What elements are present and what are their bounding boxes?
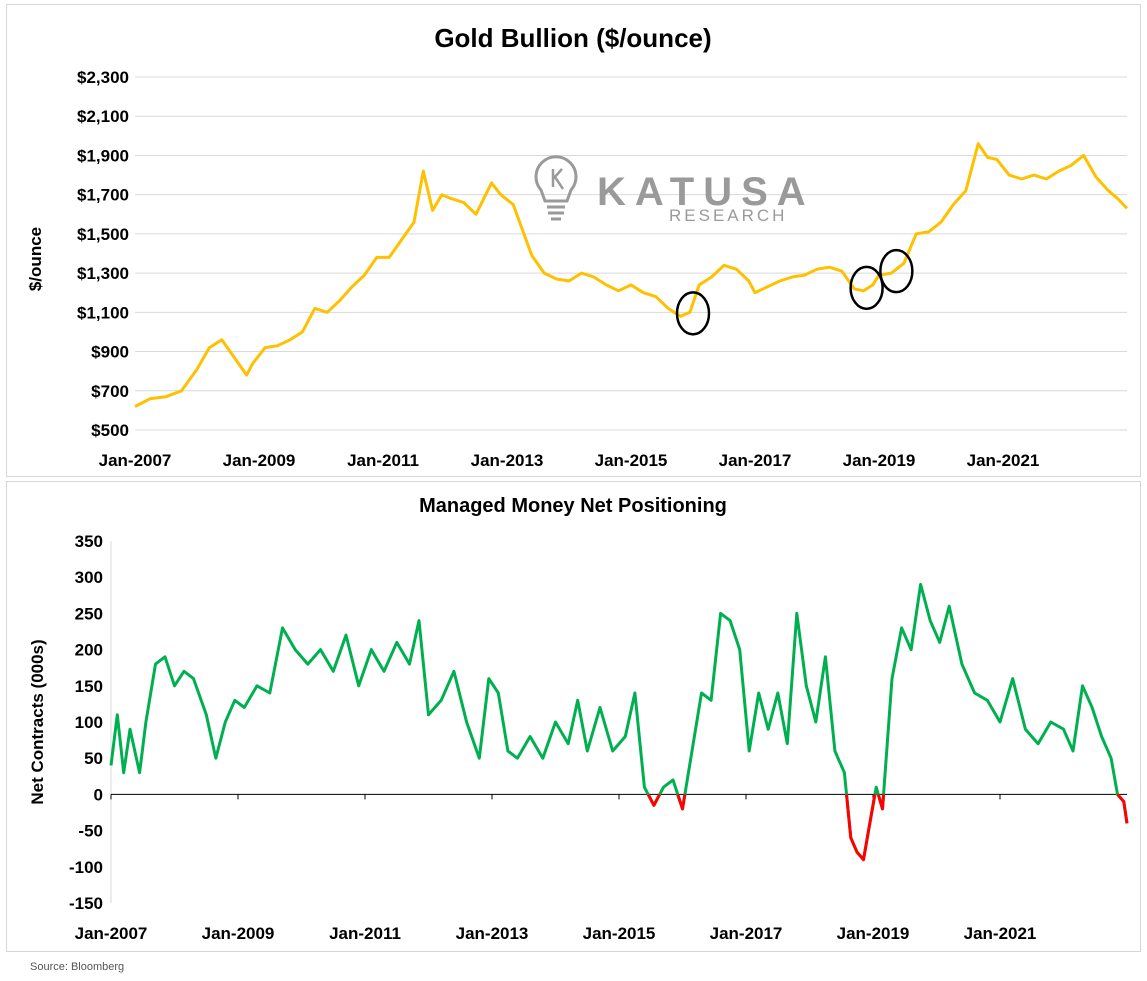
positioning-negative-segment — [1116, 793, 1129, 824]
watermark-brand: KATUSA — [597, 170, 815, 214]
gold-y-tick-label: $1,700 — [77, 186, 129, 205]
gold-x-tick-label: Jan-2019 — [843, 451, 916, 470]
lightbulb-icon — [534, 155, 578, 221]
positioning-y-tick-label: 250 — [75, 604, 103, 623]
gold-x-tick-label: Jan-2007 — [99, 451, 172, 470]
positioning-x-tick-label: Jan-2015 — [583, 924, 656, 943]
watermark-sub: RESEARCH — [669, 206, 787, 225]
positioning-y-tick-label: -100 — [69, 858, 103, 877]
gold-x-tick-label: Jan-2015 — [595, 451, 668, 470]
gold-y-tick-label: $1,100 — [77, 303, 129, 322]
positioning-chart-panel: Managed Money Net Positioning Net Contra… — [6, 481, 1141, 952]
gold-x-tick-label: Jan-2009 — [223, 451, 296, 470]
gold-y-tick-label: $1,500 — [77, 225, 129, 244]
positioning-y-tick-label: 300 — [75, 568, 103, 587]
gold-x-tick-label: Jan-2013 — [471, 451, 544, 470]
positioning-y-tick-label: 350 — [75, 532, 103, 551]
positioning-negative-segment — [646, 793, 661, 807]
positioning-x-tick-label: Jan-2009 — [202, 924, 275, 943]
positioning-x-tick-label: Jan-2011 — [329, 924, 401, 943]
gold-y-tick-label: $2,100 — [77, 107, 129, 126]
gold-y-axis-label: $/ounce — [26, 227, 45, 291]
positioning-line — [109, 582, 1129, 862]
gold-x-tick-label: Jan-2017 — [719, 451, 792, 470]
gold-y-tick-label: $700 — [91, 382, 129, 401]
gold-y-tick-label: $1,900 — [77, 146, 129, 165]
positioning-chart: Managed Money Net Positioning Net Contra… — [28, 495, 1129, 943]
positioning-y-tick-label: 100 — [75, 713, 103, 732]
annotation-circle — [879, 248, 914, 294]
gold-chart-panel: Gold Bullion ($/ounce) $/ounce $500 $700 $… — [6, 4, 1141, 477]
positioning-x-tick-label: Jan-2007 — [75, 924, 148, 943]
gold-y-tick-label: $2,300 — [77, 68, 129, 87]
positioning-y-tick-label: 150 — [75, 677, 103, 696]
positioning-y-axis-label: Net Contracts (000s) — [28, 639, 47, 804]
gold-y-tick-label: $900 — [91, 343, 129, 362]
positioning-negative-segment — [876, 793, 886, 811]
positioning-y-tick-label: 50 — [84, 749, 103, 768]
positioning-chart-title: Managed Money Net Positioning — [419, 495, 727, 517]
positioning-y-tick-label: -150 — [69, 894, 103, 913]
positioning-y-tick-label: 0 — [94, 785, 103, 804]
gold-x-tick-label: Jan-2011 — [347, 451, 419, 470]
positioning-y-tick-label: -50 — [78, 822, 103, 841]
gold-chart: Gold Bullion ($/ounce) $/ounce $500 $700 $… — [26, 23, 1129, 470]
positioning-negative-segment — [845, 794, 877, 862]
positioning-y-tick-label: 200 — [75, 641, 103, 660]
positioning-x-tick-label: Jan-2013 — [456, 924, 529, 943]
positioning-x-tick-label: Jan-2019 — [837, 924, 910, 943]
katusa-watermark: KATUSA RESEARCH — [534, 155, 815, 225]
source-note: Source: Bloomberg — [30, 961, 125, 973]
positioning-x-tick-label: Jan-2017 — [710, 924, 783, 943]
positioning-negative-segment — [676, 793, 687, 811]
annotation-circle — [849, 265, 884, 311]
gold-x-tick-label: Jan-2021 — [967, 451, 1040, 470]
gold-price-line — [134, 142, 1129, 408]
gold-y-tick-label: $1,300 — [77, 264, 129, 283]
gold-y-tick-label: $500 — [91, 421, 129, 440]
gold-chart-title: Gold Bullion ($/ounce) — [434, 23, 711, 53]
positioning-x-tick-label: Jan-2021 — [964, 924, 1037, 943]
annotation-circle — [675, 291, 711, 336]
